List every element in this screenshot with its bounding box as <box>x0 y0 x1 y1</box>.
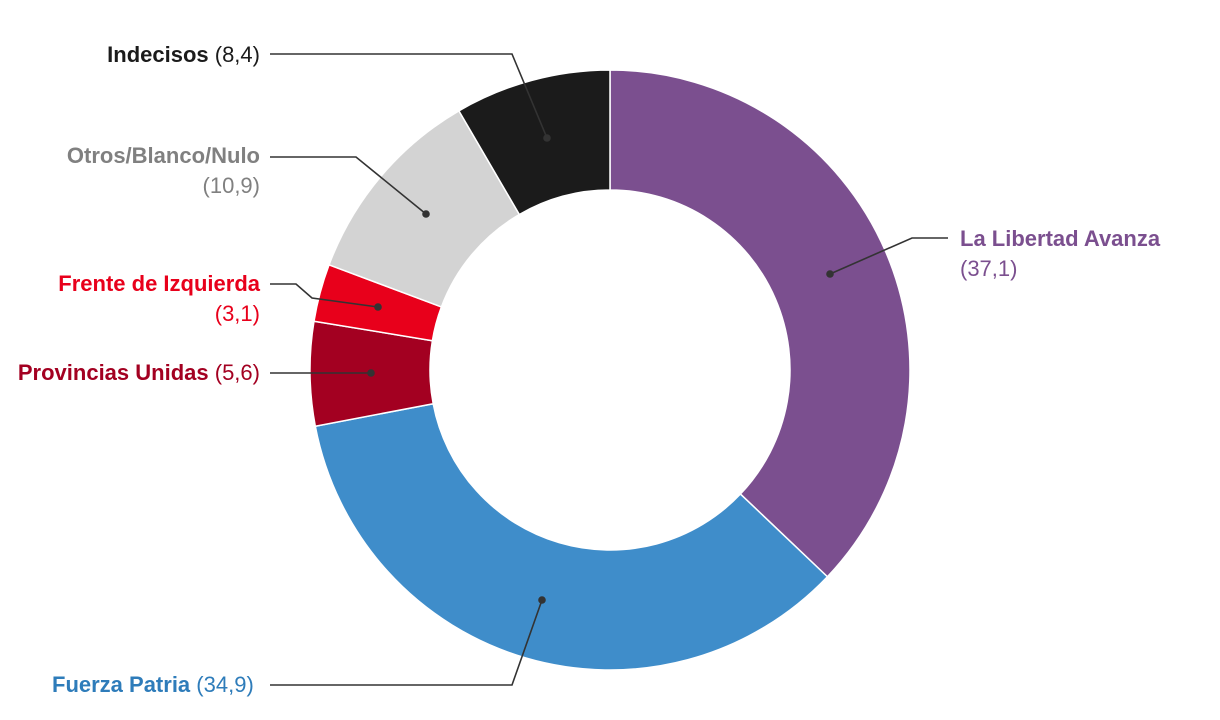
label-value: (8,4) <box>214 42 260 67</box>
label-name: Provincias Unidas <box>17 360 209 385</box>
leader-line <box>270 53 548 139</box>
label-provincias-unidas: Provincias Unidas (5,6) <box>18 358 260 388</box>
label-name: Otros/Blanco/Nulo <box>66 143 260 168</box>
leader-line <box>829 237 948 275</box>
label-otros-blanco-nulo: Otros/Blanco/Nulo (10,9) <box>67 141 260 201</box>
label-name: Indecisos <box>107 42 209 67</box>
label-fuerza-patria: Fuerza Patria (34,9) <box>52 670 254 700</box>
label-frente-de-izquierda: Frente de Izquierda (3,1) <box>58 269 260 329</box>
label-name: Frente de Izquierda <box>58 271 260 296</box>
leader-line <box>270 599 543 686</box>
leader-line <box>270 156 427 215</box>
leader-dot <box>826 270 834 278</box>
leader-dot <box>422 210 430 218</box>
label-value: (10,9) <box>202 173 260 198</box>
leader-dot <box>367 369 375 377</box>
slice-indecisos <box>457 69 611 216</box>
label-name: Fuerza Patria <box>52 672 191 697</box>
leader-dot <box>543 134 551 142</box>
label-indecisos: Indecisos (8,4) <box>107 40 260 70</box>
label-value: (5,6) <box>214 360 260 385</box>
leader-line <box>270 283 379 308</box>
label-value: (37,1) <box>960 256 1018 281</box>
slice-fuerza-patria <box>314 402 829 671</box>
label-value: (34,9) <box>196 672 254 697</box>
label-value: (3,1) <box>214 301 260 326</box>
label-la-libertad-avanza: La Libertad Avanza (37,1) <box>960 224 1160 284</box>
leader-dot <box>374 303 382 311</box>
leader-dot <box>538 596 546 604</box>
slice-la-libertad-avanza <box>609 69 911 578</box>
label-name: La Libertad Avanza <box>960 226 1161 251</box>
